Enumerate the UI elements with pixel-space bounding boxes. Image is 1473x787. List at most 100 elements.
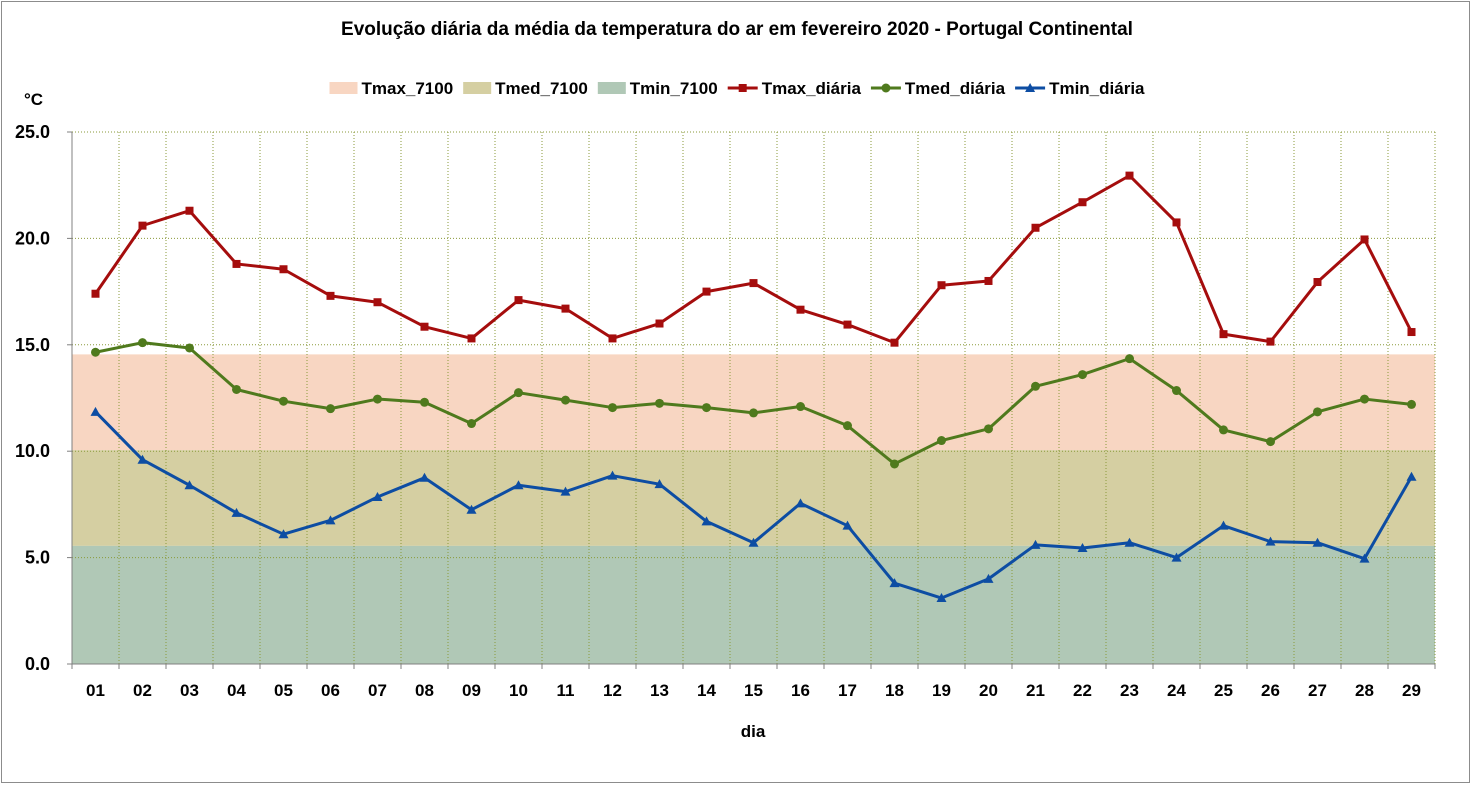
data-point-tmed-di-ria <box>937 436 946 446</box>
series-tmin-di-ria <box>90 406 1417 603</box>
x-tick-label: 20 <box>979 681 998 700</box>
legend-label: Tmin_diária <box>1049 79 1145 98</box>
data-point-tmed-di-ria <box>138 338 147 348</box>
data-point-tmin-di-ria <box>466 504 477 514</box>
x-tick-label: 09 <box>462 681 481 700</box>
data-point-tmin-di-ria <box>607 470 618 480</box>
data-point-tmin-di-ria <box>1359 553 1370 563</box>
x-tick-label: 26 <box>1261 681 1280 700</box>
legend-swatch <box>463 82 492 94</box>
data-point-tmed-di-ria <box>467 419 476 429</box>
data-point-tmax-di-ria <box>843 320 852 329</box>
data-point-tmed-di-ria <box>1266 437 1275 447</box>
data-point-tmin-di-ria <box>90 406 101 416</box>
data-point-tmax-di-ria <box>796 305 805 314</box>
data-point-tmax-di-ria <box>91 289 100 298</box>
legend-label: Tmax_diária <box>762 79 862 98</box>
data-point-tmed-di-ria <box>1313 407 1322 417</box>
data-point-tmin-di-ria <box>184 480 195 490</box>
data-point-tmed-di-ria <box>1078 370 1087 380</box>
x-tick-label: 15 <box>744 681 763 700</box>
data-point-tmed-di-ria <box>655 398 664 408</box>
data-point-tmed-di-ria <box>984 424 993 434</box>
x-tick-label: 22 <box>1073 681 1092 700</box>
data-point-tmax-di-ria <box>1031 223 1040 232</box>
legend-swatch-marker <box>738 84 747 92</box>
data-point-tmed-di-ria <box>608 403 617 413</box>
data-point-tmin-di-ria <box>419 472 430 482</box>
legend-item-tmax-di-ria: Tmax_diária <box>727 79 862 98</box>
data-point-tmax-di-ria <box>467 334 476 343</box>
x-tick-label: 12 <box>603 681 622 700</box>
data-point-tmed-di-ria <box>514 388 523 398</box>
legend-item-tmed-di-ria: Tmed_diária <box>870 79 1006 98</box>
x-tick-label: 04 <box>227 681 246 700</box>
data-point-tmax-di-ria <box>561 304 570 313</box>
data-point-tmax-di-ria <box>1219 330 1228 339</box>
y-tick-label: 20.0 <box>15 228 50 248</box>
data-point-tmin-di-ria <box>795 498 806 508</box>
x-tick-label: 21 <box>1026 681 1045 700</box>
data-point-tmax-di-ria <box>1407 328 1416 337</box>
legend-swatch-marker <box>1025 83 1036 92</box>
y-tick-label: 25.0 <box>15 122 50 142</box>
x-tick-label: 28 <box>1355 681 1374 700</box>
data-point-tmed-di-ria <box>1219 425 1228 435</box>
data-point-tmin-di-ria <box>1406 471 1417 481</box>
legend-item-tmax-7100: Tmax_7100 <box>329 79 453 98</box>
data-point-tmax-di-ria <box>373 298 382 307</box>
data-point-tmax-di-ria <box>1078 198 1087 207</box>
data-point-tmax-di-ria <box>514 296 523 305</box>
data-point-tmed-di-ria <box>1407 399 1416 409</box>
x-tick-label: 06 <box>321 681 340 700</box>
data-point-tmin-di-ria <box>325 515 336 525</box>
data-point-tmin-di-ria <box>1265 536 1276 546</box>
data-point-tmax-di-ria <box>1266 337 1275 346</box>
x-tick-label: 08 <box>415 681 434 700</box>
x-tick-label: 05 <box>274 681 293 700</box>
data-point-tmed-di-ria <box>326 404 335 414</box>
data-point-tmin-di-ria <box>560 486 571 496</box>
series-line-tmax-di-ria <box>94 174 1413 345</box>
legend-swatch <box>597 82 626 94</box>
x-tick-label: 23 <box>1120 681 1139 700</box>
data-point-tmin-di-ria <box>231 507 242 517</box>
data-point-tmin-di-ria <box>137 454 148 464</box>
y-tick-label: 15.0 <box>15 335 50 355</box>
x-tick-label: 14 <box>697 681 716 700</box>
data-point-tmax-di-ria <box>655 319 664 328</box>
x-tick-label: 10 <box>509 681 528 700</box>
data-point-tmed-di-ria <box>373 394 382 404</box>
x-tick-label: 11 <box>557 681 575 700</box>
x-tick-label: 29 <box>1402 681 1421 700</box>
data-point-tmin-di-ria <box>372 491 383 501</box>
data-point-tmed-di-ria <box>890 459 899 469</box>
data-point-tmed-di-ria <box>1031 381 1040 391</box>
data-point-tmin-di-ria <box>842 520 853 530</box>
x-tick-label: 17 <box>838 681 857 700</box>
legend-label: Tmin_7100 <box>630 79 718 98</box>
data-point-tmed-di-ria <box>702 403 711 413</box>
data-point-tmin-di-ria <box>513 480 524 490</box>
x-axis-label: dia <box>741 722 766 741</box>
x-tick-label: 27 <box>1308 681 1327 700</box>
data-point-tmin-di-ria <box>936 593 947 603</box>
data-point-tmax-di-ria <box>937 281 946 290</box>
x-tick-label: 01 <box>86 681 105 700</box>
y-axis-label: °C <box>24 90 43 109</box>
x-tick-label: 07 <box>368 681 387 700</box>
x-tick-label: 02 <box>133 681 152 700</box>
legend-item-tmed-7100: Tmed_7100 <box>463 79 588 98</box>
band-tmax_7100 <box>72 354 1435 451</box>
data-point-tmed-di-ria <box>843 421 852 431</box>
x-tick-label: 18 <box>885 681 904 700</box>
data-point-tmax-di-ria <box>702 287 711 296</box>
legend-label: Tmax_7100 <box>361 79 453 98</box>
data-point-tmin-di-ria <box>1077 543 1088 553</box>
y-tick-label: 10.0 <box>15 441 50 461</box>
data-point-tmax-di-ria <box>279 265 288 274</box>
data-point-tmin-di-ria <box>1124 537 1135 547</box>
data-point-tmin-di-ria <box>1218 520 1229 530</box>
